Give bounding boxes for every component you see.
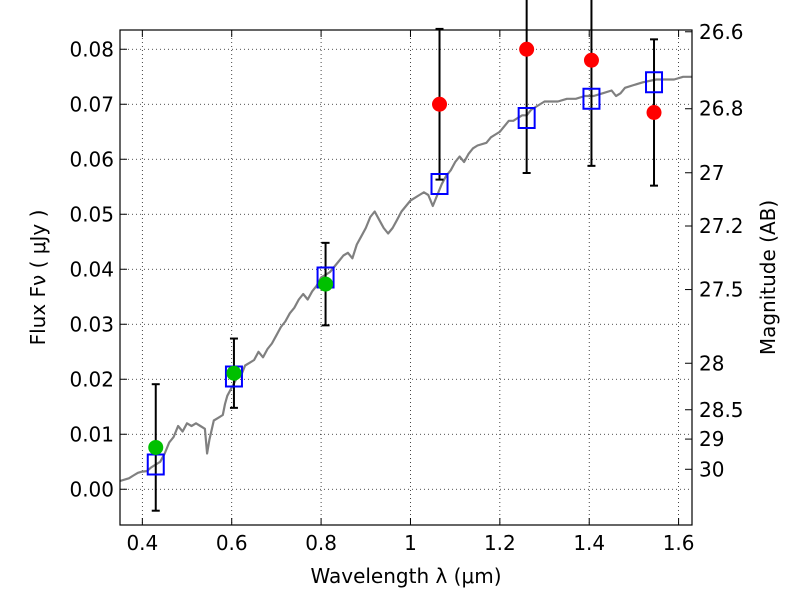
model-band-square: [517, 107, 536, 129]
observed-point: [583, 52, 599, 68]
y-tick-label: 0.05: [69, 202, 114, 226]
mag-tick-label: 27.2: [699, 214, 744, 238]
observed-point: [148, 439, 164, 455]
x-tick-label: 0.6: [216, 531, 248, 555]
plot-frame: [119, 29, 693, 526]
right-axis-label: Magnitude (AB): [756, 200, 780, 355]
mag-tick-label: 28: [699, 351, 724, 375]
x-tick-label: 1.6: [663, 531, 695, 555]
y-tick-label: 0.00: [69, 477, 114, 501]
y-tick-label: 0.04: [69, 257, 114, 281]
mag-tick-label: 30: [699, 457, 724, 481]
y-tick-label: 0.01: [69, 422, 114, 446]
mag-tick-label: 27.5: [699, 278, 744, 302]
data-markers: [146, 41, 664, 476]
y-tick-label: 0.03: [69, 312, 114, 336]
mag-tick-label: 29: [699, 427, 724, 451]
observed-point: [646, 105, 662, 120]
x-axis-label: Wavelength λ (μm): [310, 564, 501, 588]
observed-point: [318, 276, 334, 292]
y-tick-label: 0.06: [69, 147, 114, 171]
mag-tick-label: 28.5: [699, 398, 744, 422]
x-tick-label: 1.4: [573, 531, 605, 555]
y-tick-label: 0.07: [69, 92, 114, 116]
mag-tick-label: 26.8: [699, 97, 744, 121]
grid-lines: [120, 30, 692, 525]
model-band-square: [582, 87, 601, 110]
x-tick-label: 1: [404, 531, 417, 555]
mag-tick-label: 27: [699, 161, 724, 185]
y-axis-label: Flux Fν ( μJy ): [26, 210, 50, 346]
observed-point: [432, 96, 448, 112]
model-spectrum: [119, 75, 692, 483]
x-tick-label: 0.4: [126, 531, 158, 555]
axis-ticks: 0.4 0.6 0.8 1 1.2 1.4 1.6 0.00 0.01 0.02 0.03 0.04 0…: [69, 20, 743, 555]
x-tick-label: 0.8: [305, 531, 337, 555]
y-tick-label: 0.02: [69, 367, 114, 391]
model-band-square: [645, 71, 664, 94]
y-tick-label: 0.08: [69, 37, 114, 61]
spectrum-line: [119, 75, 692, 483]
model-band-square: [430, 173, 449, 195]
x-tick-label: 1.2: [484, 531, 516, 555]
observed-point: [226, 365, 242, 381]
observed-point: [519, 41, 535, 57]
mag-tick-label: 26.6: [699, 20, 744, 44]
